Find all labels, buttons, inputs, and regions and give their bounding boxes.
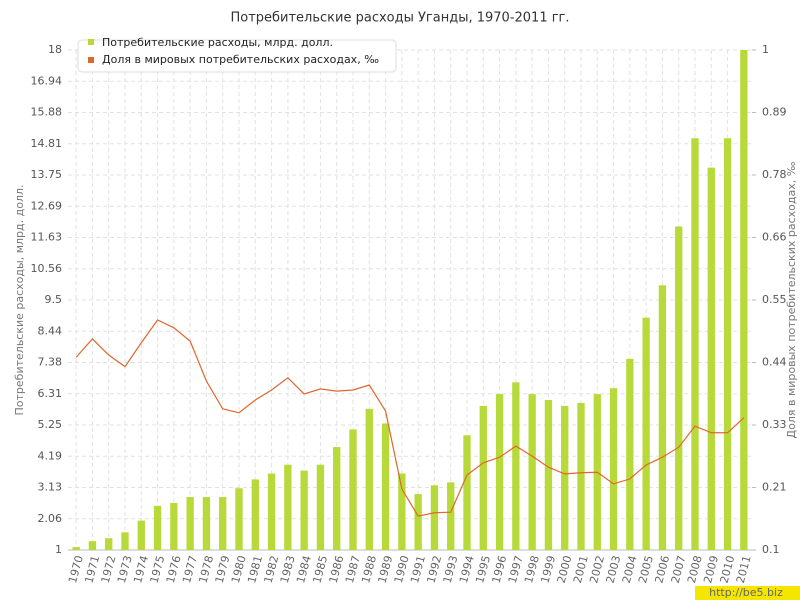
bar	[707, 167, 715, 550]
bar	[316, 464, 325, 550]
bar	[235, 488, 243, 550]
y-tick-label: 5.25	[38, 418, 63, 431]
bar	[219, 497, 227, 550]
y2-tick-label: 0.21	[762, 481, 787, 494]
bar	[414, 494, 422, 550]
y2-tick-label: 0.89	[762, 106, 787, 119]
y-tick-label: 15.88	[31, 106, 63, 119]
bar	[267, 473, 276, 550]
bar	[479, 405, 487, 550]
y-tick-label: 10.56	[31, 262, 63, 275]
bar	[105, 538, 113, 550]
bar	[121, 532, 129, 550]
bar	[365, 408, 373, 550]
bar	[430, 485, 439, 550]
y-tick-label: 6.31	[38, 387, 63, 400]
bar	[333, 447, 341, 550]
y2-tick-label: 0.66	[762, 231, 787, 244]
y-tick-label: 12.69	[31, 199, 63, 212]
y-axis-label: Потребительские расходы, млрд. долл.	[13, 185, 26, 416]
legend-swatch	[88, 39, 94, 45]
bar	[300, 470, 308, 550]
y2-tick-label: 0.44	[762, 356, 787, 369]
bar	[463, 435, 471, 550]
bar	[544, 400, 553, 550]
y2-tick-label: 0.33	[762, 418, 787, 431]
bar	[691, 138, 699, 550]
bar	[495, 394, 504, 550]
bar	[153, 505, 162, 550]
bar	[72, 547, 80, 550]
bar	[675, 226, 683, 550]
y-tick-label: 4.19	[38, 449, 63, 462]
y-tick-label: 16.94	[31, 74, 63, 87]
y-tick-label: 11.63	[31, 231, 63, 244]
bar	[658, 285, 667, 550]
y-tick-label: 7.38	[38, 356, 63, 369]
y2-tick-label: 0.78	[762, 168, 787, 181]
bar	[561, 405, 569, 550]
legend-swatch	[88, 57, 94, 63]
y2-tick-label: 0.55	[762, 293, 787, 306]
y2-tick-label: 0.1	[762, 543, 780, 556]
y-tick-label: 13.75	[31, 168, 63, 181]
bar	[251, 479, 259, 550]
line	[75, 319, 745, 517]
y-tick-label: 9.5	[45, 293, 63, 306]
bar	[88, 541, 97, 550]
chart-title: Потребительские расходы Уганды, 1970-201…	[230, 11, 569, 26]
bar	[528, 394, 536, 550]
legend-label: Доля в мировых потребительских расходах,…	[102, 53, 379, 66]
y-tick-label: 14.81	[31, 137, 63, 150]
y-tick-label: 2.06	[38, 512, 63, 525]
bar	[137, 520, 145, 550]
watermark: http://be5.biz	[709, 586, 783, 599]
bar	[577, 402, 585, 550]
bar	[186, 497, 194, 550]
legend	[77, 39, 397, 73]
y-tick-label: 8.44	[38, 324, 63, 337]
bar	[723, 138, 732, 550]
bar	[609, 388, 618, 550]
bar	[642, 317, 650, 550]
bar	[740, 50, 748, 550]
y2-tick-label: 1	[762, 43, 769, 56]
y-tick-label: 1	[55, 543, 62, 556]
y-tick-label: 3.13	[38, 481, 63, 494]
y2-axis-label: Доля в мировых потребительских расходах,…	[785, 161, 798, 438]
bar	[381, 423, 390, 550]
bar	[349, 429, 357, 550]
bar	[626, 358, 634, 550]
legend-label: Потребительские расходы, млрд. долл.	[102, 36, 333, 49]
bar	[447, 482, 455, 550]
bar	[284, 464, 292, 550]
bar	[398, 473, 406, 550]
y-tick-label: 18	[48, 43, 62, 56]
bar	[512, 382, 520, 550]
bar	[202, 497, 211, 550]
watermark-bg	[695, 586, 800, 600]
bar	[170, 502, 178, 550]
